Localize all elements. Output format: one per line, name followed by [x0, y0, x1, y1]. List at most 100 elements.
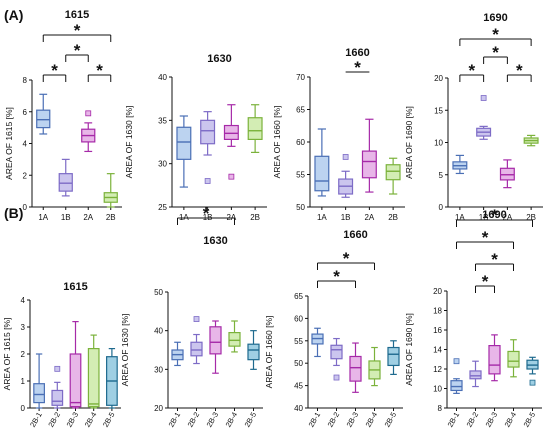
y-tick-label: 50 [294, 359, 303, 368]
y-tick-label: 18 [433, 307, 442, 316]
y-tick-label: 55 [294, 337, 303, 346]
y-tick-label: 45 [294, 382, 303, 391]
box-iqr [385, 164, 401, 181]
box-2a [223, 104, 239, 180]
box-iqr [247, 117, 263, 140]
y-tick-label: 0 [23, 203, 28, 212]
box-2b-4 [87, 334, 100, 409]
x-tick-label: 2A [502, 213, 512, 222]
significance-bracket: * [483, 43, 508, 64]
box-iqr [87, 348, 100, 408]
box-1b [58, 158, 73, 197]
box-1b [338, 154, 354, 198]
y-axis-label: AREA OF 1630 [%] [124, 106, 134, 179]
box-2b-4 [507, 339, 520, 378]
significance-label: * [51, 61, 58, 80]
x-tick-label: 2B-5 [243, 411, 259, 429]
box-2b-2 [330, 337, 343, 381]
y-tick-label: 4 [21, 296, 26, 305]
y-axis-label: AREA OF 1660 [%] [272, 106, 282, 179]
y-tick-label: 30 [154, 365, 163, 374]
chart-b1660: 1660 AREA OF 1660 [%] 40 45 50 55 60 65 2B-1 2B-2… [264, 229, 403, 429]
y-axis-label: AREA OF 1630 [%] [120, 314, 130, 387]
x-tick-label: 2B-4 [83, 411, 99, 429]
box-1b [476, 95, 492, 140]
outlier-point [333, 374, 340, 381]
x-tick-label: 2B-5 [522, 411, 538, 429]
y-tick-label: 4 [23, 140, 28, 149]
significance-label: * [492, 43, 499, 62]
x-tick-label: 2B-4 [224, 411, 240, 429]
significance-label: * [492, 25, 499, 44]
significance-label: * [468, 61, 475, 80]
outlier-point [342, 154, 349, 160]
box-1a [314, 128, 330, 197]
significance-label: * [491, 206, 498, 225]
x-tick-label: 1A [317, 213, 327, 222]
box-iqr [387, 346, 400, 367]
x-tick-label: 2B-3 [65, 411, 81, 429]
significance-bracket: * [317, 267, 356, 288]
x-tick-label: 2B-3 [345, 411, 361, 429]
box-2b-4 [228, 320, 241, 353]
box-iqr [69, 353, 82, 408]
x-tick-label: 2A [364, 213, 374, 222]
outlier-point [453, 358, 460, 365]
y-tick-label: 60 [296, 138, 305, 147]
box-2b-1 [171, 341, 184, 367]
x-tick-label: 2B-5 [383, 411, 399, 429]
y-tick-label: 50 [154, 288, 163, 297]
y-tick-label: 8 [23, 76, 28, 85]
significance-bracket: * [42, 21, 112, 42]
box-2b-3 [69, 321, 82, 409]
y-tick-label: 2 [21, 350, 26, 359]
significance-bracket: * [177, 204, 235, 225]
box-2b-3 [488, 334, 501, 382]
y-tick-label: 10 [434, 139, 443, 148]
y-axis-label: AREA OF 1660 [%] [264, 316, 274, 389]
box-2b-5 [247, 330, 260, 370]
box-2a [361, 118, 377, 193]
x-tick-label: 2B-1 [446, 411, 462, 429]
x-tick-label: 2B-2 [46, 411, 62, 429]
box-2b-2 [469, 360, 482, 388]
y-tick-label: 3 [21, 323, 26, 332]
box-2b [103, 173, 118, 208]
y-tick-label: 65 [296, 106, 305, 115]
box-iqr [314, 155, 330, 192]
box-iqr [469, 370, 482, 380]
chart-title: 1615 [65, 9, 89, 21]
y-tick-label: 20 [434, 74, 443, 83]
box-iqr [223, 124, 239, 140]
box-2b-3 [209, 320, 222, 374]
box-2b-1 [33, 353, 45, 409]
significance-bracket: * [475, 250, 514, 271]
panel-label-b: (B) [4, 205, 23, 221]
significance-label: * [482, 228, 489, 247]
significance-label: * [482, 272, 489, 291]
box-2b-2 [51, 365, 64, 409]
box-2b [385, 157, 401, 195]
box-2b [523, 134, 539, 147]
y-tick-label: 55 [296, 171, 305, 180]
significance-label: * [343, 249, 350, 268]
y-axis-label: AREA OF 1690 [%] [404, 313, 414, 386]
box-iqr [190, 341, 203, 357]
chart-b1630: 1630 AREA OF 1630 [%] 20 30 40 50 2B-1 2B-2 2B-3… [120, 204, 263, 429]
box-iqr [51, 389, 64, 406]
x-tick-label: 1B [341, 213, 351, 222]
box-1a [176, 115, 192, 188]
chart-title: 1660 [343, 229, 367, 241]
box-2a [499, 159, 515, 189]
box-iqr [200, 119, 216, 145]
box-2b-3 [349, 342, 362, 393]
significance-bracket: * [456, 228, 514, 249]
y-tick-label: 70 [296, 73, 305, 82]
significance-bracket: * [42, 61, 67, 82]
y-tick-label: 2 [23, 171, 28, 180]
outlier-point [204, 178, 211, 184]
box-2b [247, 104, 263, 153]
